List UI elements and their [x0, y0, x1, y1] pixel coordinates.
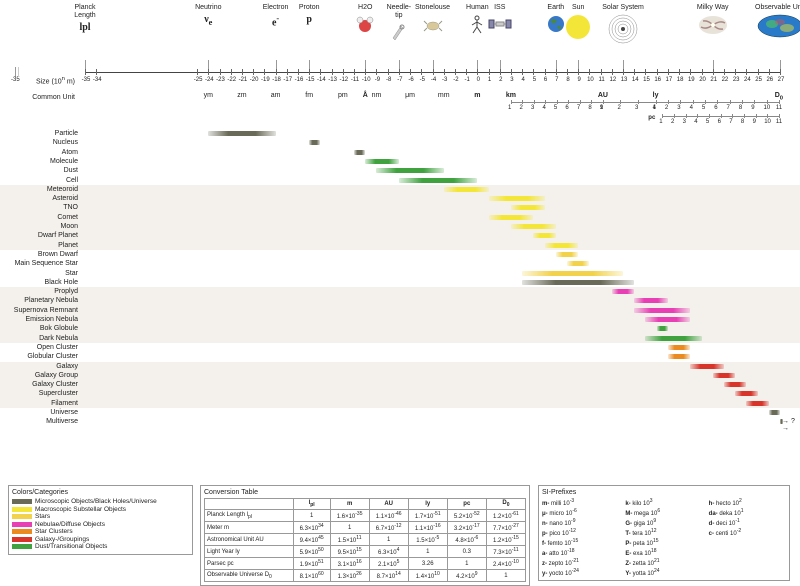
row-galaxy-group: Galaxy Group	[0, 372, 78, 379]
row-bok-globule: Bok Globule	[0, 325, 78, 332]
unit-AU: AU	[593, 92, 613, 99]
bar-main-sequence-star	[567, 261, 589, 266]
ref-iss: ISS	[475, 4, 525, 36]
ref-proton: Protonp	[284, 4, 334, 25]
bar-supernova-remnant	[634, 308, 690, 313]
row-black-hole: Black Hole	[0, 279, 78, 286]
row-comet: Comet	[0, 214, 78, 221]
row-cell: Cell	[0, 177, 78, 184]
row-dark-nebula: Dark Nebula	[0, 335, 78, 342]
row-galaxy-cluster: Galaxy Cluster	[0, 381, 78, 388]
row-supernova-remnant: Supernova Remnant	[0, 307, 78, 314]
bar-meteoroid	[444, 187, 489, 192]
unit-mm: mm	[434, 92, 454, 99]
bar-universe	[769, 410, 780, 415]
ref-milky: Milky Way	[688, 4, 738, 38]
row-tno: TNO	[0, 204, 78, 211]
si-prefixes: SI-Prefixesm- milli 10-3k- kilo 103h- he…	[538, 485, 790, 581]
bar-open-cluster	[668, 345, 690, 350]
bar-atom	[354, 150, 365, 155]
row-proplyd: Proplyd	[0, 288, 78, 295]
bar-galaxy-group	[713, 373, 735, 378]
bar-dark-nebula	[645, 336, 701, 341]
row-molecule: Molecule	[0, 158, 78, 165]
bar-supercluster	[735, 391, 757, 396]
ref-neutrino: Neutrinoνe	[183, 4, 233, 27]
bar-asteroid	[489, 196, 545, 201]
unit-zm: zm	[232, 92, 252, 99]
bar-planetary-nebula	[634, 298, 668, 303]
row-asteroid: Asteroid	[0, 195, 78, 202]
bar-molecule	[365, 159, 399, 164]
bar-nucleus	[309, 140, 320, 145]
bar-black-hole	[522, 280, 634, 285]
bar-planet	[545, 243, 579, 248]
bar-emission-nebula	[645, 317, 690, 322]
unit-fm: fm	[299, 92, 319, 99]
row-open-cluster: Open Cluster	[0, 344, 78, 351]
conversion-table: Conversion TablelplmAUlypcD0Planck Lengt…	[200, 485, 530, 586]
bar-tno	[511, 205, 545, 210]
row-brown-dwarf: Brown Dwarf	[0, 251, 78, 258]
unit-m: m	[467, 92, 487, 99]
ref-sun: Sun	[553, 4, 603, 42]
bar-star	[522, 271, 623, 276]
unit-km: km	[501, 92, 521, 99]
bar-brown-dwarf	[556, 252, 578, 257]
row-dust: Dust	[0, 167, 78, 174]
row-moon: Moon	[0, 223, 78, 230]
unit-μm: μm	[400, 92, 420, 99]
row-globular-cluster: Globular Cluster	[0, 353, 78, 360]
row-multiverse: Multiverse	[0, 418, 78, 425]
bar-filament	[746, 401, 768, 406]
unit-ym: ym	[198, 92, 218, 99]
bar-dwarf-planet	[533, 233, 555, 238]
legend: Colors/CategoriesMicroscopic Objects/Bla…	[8, 485, 193, 555]
unit-ly: ly	[646, 92, 666, 99]
row-filament: Filament	[0, 400, 78, 407]
row-atom: Atom	[0, 149, 78, 156]
bar-bok-globule	[657, 326, 668, 331]
ref-stonelouse: Stonelouse	[408, 4, 458, 36]
bar-globular-cluster	[668, 354, 690, 359]
ref-solar: Solar System	[598, 4, 648, 46]
row-meteoroid: Meteoroid	[0, 186, 78, 193]
unit-am: am	[266, 92, 286, 99]
unit-pm: pm	[333, 92, 353, 99]
bar-particle	[208, 131, 275, 136]
unit-nm: nm	[366, 92, 386, 99]
row-emission-nebula: Emission Nebula	[0, 316, 78, 323]
row-nucleus: Nucleus	[0, 139, 78, 146]
row-universe: Universe	[0, 409, 78, 416]
row-supercluster: Supercluster	[0, 390, 78, 397]
row-particle: Particle	[0, 130, 78, 137]
row-planet: Planet	[0, 242, 78, 249]
bar-moon	[511, 224, 556, 229]
ref-observable: Observable Universe	[755, 4, 800, 40]
row-dwarf-planet: Dwarf Planet	[0, 232, 78, 239]
bar-galaxy	[690, 364, 724, 369]
row-planetary-nebula: Planetary Nebula	[0, 297, 78, 304]
bar-comet	[489, 215, 534, 220]
bar-dust	[376, 168, 443, 173]
row-star: Star	[0, 270, 78, 277]
bar-cell	[399, 178, 477, 183]
ref-planck: PlanckLengthlpl	[60, 4, 110, 33]
bar-proplyd	[612, 289, 634, 294]
bar-galaxy-cluster	[724, 382, 746, 387]
row-galaxy: Galaxy	[0, 363, 78, 370]
row-main-sequence-star: Main Sequence Star	[0, 260, 78, 267]
